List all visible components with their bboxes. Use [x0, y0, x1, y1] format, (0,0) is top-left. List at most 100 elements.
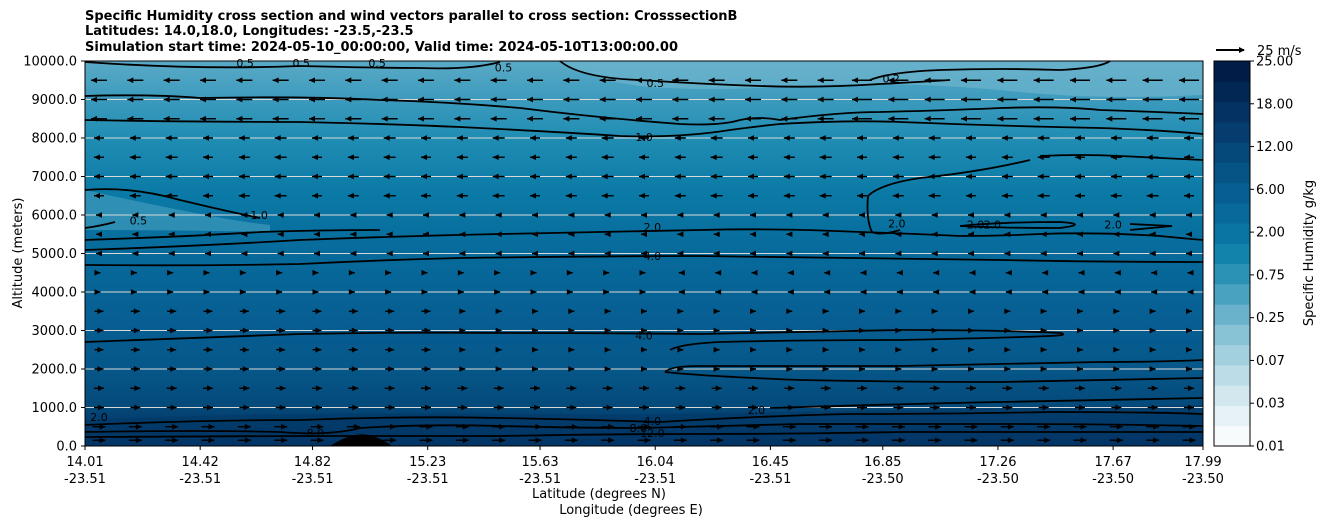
- wind-vector-head: [530, 269, 537, 276]
- wind-vector-head: [499, 423, 506, 430]
- wind-vector-head: [1005, 289, 1012, 295]
- wind-vector-head: [641, 231, 647, 238]
- wind-vector-head: [1040, 231, 1047, 238]
- wind-vector-head: [133, 346, 140, 353]
- wind-vector-head: [168, 231, 175, 238]
- wind-vector-head: [966, 173, 972, 180]
- colorbar-segment: [1214, 61, 1250, 82]
- contour-label: 2.0: [888, 217, 906, 230]
- wind-vector-head: [679, 404, 686, 411]
- wind-vector-head: [606, 404, 613, 411]
- contour-label: 4.0: [644, 250, 662, 263]
- x-tick-label-lon: -23.51: [179, 472, 221, 487]
- wind-vector-head: [94, 173, 100, 180]
- wind-vector-head: [826, 423, 833, 430]
- wind-vector-head: [425, 404, 431, 411]
- wind-vector-head: [745, 115, 751, 122]
- wind-vector-head: [789, 423, 796, 430]
- wind-vector-head: [495, 366, 502, 372]
- wind-vector-head: [386, 231, 393, 238]
- y-tick-label: 6000.0: [32, 209, 78, 224]
- wind-vector-head: [896, 269, 903, 276]
- wind-vector-head: [931, 308, 938, 315]
- wind-vector-head: [1186, 366, 1192, 372]
- wind-vector-head: [1149, 346, 1156, 353]
- wind-vector-head: [1184, 192, 1190, 199]
- y-tick-label: 10000.0: [23, 55, 77, 70]
- wind-vector-head: [568, 327, 575, 334]
- wind-vector-head: [1001, 154, 1008, 161]
- wind-vector-head: [822, 346, 829, 353]
- x-tick-label-lon: -23.50: [977, 472, 1019, 487]
- wind-vector-head: [781, 77, 788, 84]
- wind-vector-head: [604, 308, 611, 315]
- wind-vector-head: [167, 289, 174, 295]
- wind-vector-head: [133, 308, 140, 315]
- wind-vector-head: [424, 308, 431, 315]
- contour-label: 8.0: [630, 422, 648, 435]
- wind-vector-head: [786, 231, 793, 238]
- wind-vector-head: [1040, 308, 1047, 315]
- wind-vector-head: [238, 154, 245, 161]
- colorbar-frame: [1213, 60, 1251, 447]
- wind-vector-head: [935, 437, 942, 444]
- wind-vector-head: [456, 135, 463, 141]
- wind-vector-head: [710, 154, 717, 161]
- wind-vector-head: [99, 437, 106, 444]
- wind-vector-head: [350, 231, 357, 238]
- wind-vector-head: [456, 173, 463, 180]
- wind-vector-head: [1001, 192, 1008, 199]
- contour-line-4.0: [664, 359, 1204, 373]
- wind-vector-head: [353, 437, 360, 444]
- wind-vector-head: [1142, 115, 1149, 122]
- wind-vector-head: [132, 231, 139, 238]
- wind-vector-head: [750, 327, 756, 334]
- wind-vector-head: [98, 404, 104, 411]
- wind-vector-head: [490, 96, 497, 103]
- wind-vector-head: [924, 96, 931, 103]
- contour-line-2.0: [769, 397, 1204, 409]
- wind-vector-head: [312, 135, 318, 141]
- wind-vector-head: [1113, 366, 1120, 372]
- wind-vector-head: [786, 327, 793, 334]
- wind-vector-head: [713, 231, 720, 238]
- wind-vector-head: [788, 385, 795, 392]
- wind-vector-head: [1149, 212, 1156, 218]
- wind-vector-head: [1077, 366, 1083, 372]
- wind-vector-head: [713, 327, 720, 334]
- wind-vector-head: [674, 135, 681, 141]
- wind-vector-head: [495, 231, 502, 238]
- wind-vector-head: [928, 135, 935, 141]
- wind-vector-head: [896, 289, 903, 295]
- wind-vector-head: [1146, 173, 1153, 180]
- x-tick-label-lon: -23.50: [862, 472, 904, 487]
- wind-vector-head: [532, 308, 538, 315]
- colorbar-segment: [1214, 243, 1250, 265]
- wind-vector-head: [680, 437, 687, 444]
- wind-vector-head: [895, 212, 902, 218]
- wind-vector-head: [1151, 404, 1158, 411]
- contour-line-2.0: [959, 221, 1076, 229]
- wind-vector-head: [130, 289, 137, 295]
- wind-vector-head: [315, 327, 322, 334]
- wind-vector-head: [966, 154, 972, 161]
- wind-vector-head: [895, 250, 902, 257]
- wind-vector-head: [928, 154, 935, 161]
- wind-vector-head: [1187, 289, 1194, 295]
- wind-vector-head: [1070, 115, 1076, 122]
- contour-label: 12.0: [640, 427, 665, 440]
- wind-vector-head: [1149, 308, 1156, 315]
- wind-vector-head: [1186, 327, 1192, 334]
- wind-vector-head: [456, 192, 463, 199]
- colorbar-segment: [1214, 425, 1250, 447]
- contour-line-1.0: [779, 120, 1204, 135]
- wind-vector-head: [527, 115, 533, 122]
- wind-vector-head: [1007, 423, 1014, 430]
- wind-vector-head: [316, 385, 322, 392]
- wind-vector-head: [1113, 212, 1120, 218]
- wind-vector-head: [242, 308, 249, 315]
- wind-vector-head: [315, 346, 322, 353]
- wind-vector-head: [91, 96, 97, 103]
- y-tick-label: 0.0: [56, 440, 77, 455]
- wind-vector-head: [1186, 231, 1192, 238]
